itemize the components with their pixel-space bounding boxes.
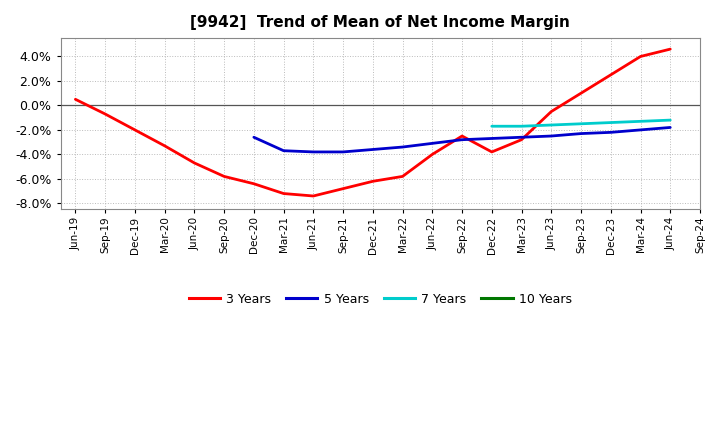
- 5 Years: [398, 144, 407, 150]
- 3 Years: [71, 97, 80, 102]
- 3 Years: [339, 186, 348, 191]
- 5 Years: [577, 131, 585, 136]
- 7 Years: [487, 124, 496, 129]
- 3 Years: [517, 137, 526, 142]
- 3 Years: [398, 174, 407, 179]
- 5 Years: [369, 147, 377, 152]
- Line: 7 Years: 7 Years: [492, 120, 670, 126]
- 3 Years: [101, 111, 109, 117]
- 3 Years: [190, 160, 199, 165]
- 5 Years: [279, 148, 288, 154]
- 5 Years: [458, 137, 467, 142]
- 5 Years: [547, 133, 556, 139]
- 3 Years: [577, 91, 585, 96]
- 5 Years: [339, 149, 348, 154]
- 3 Years: [428, 152, 436, 157]
- 7 Years: [547, 122, 556, 128]
- 7 Years: [666, 117, 675, 123]
- 3 Years: [369, 179, 377, 184]
- Title: [9942]  Trend of Mean of Net Income Margin: [9942] Trend of Mean of Net Income Margi…: [190, 15, 570, 30]
- 3 Years: [547, 109, 556, 114]
- 3 Years: [458, 133, 467, 139]
- Line: 5 Years: 5 Years: [254, 128, 670, 152]
- 3 Years: [161, 143, 169, 148]
- 5 Years: [606, 130, 615, 135]
- 7 Years: [577, 121, 585, 126]
- 3 Years: [487, 149, 496, 154]
- 7 Years: [606, 120, 615, 125]
- 5 Years: [309, 149, 318, 154]
- 5 Years: [517, 135, 526, 140]
- 3 Years: [250, 181, 258, 187]
- 5 Years: [250, 135, 258, 140]
- 3 Years: [666, 47, 675, 52]
- 7 Years: [636, 119, 645, 124]
- 3 Years: [220, 174, 228, 179]
- 3 Years: [279, 191, 288, 196]
- 5 Years: [487, 136, 496, 141]
- 3 Years: [309, 193, 318, 198]
- 5 Years: [428, 141, 436, 146]
- Legend: 3 Years, 5 Years, 7 Years, 10 Years: 3 Years, 5 Years, 7 Years, 10 Years: [184, 288, 577, 311]
- 5 Years: [636, 127, 645, 132]
- 3 Years: [636, 54, 645, 59]
- 3 Years: [606, 72, 615, 77]
- 7 Years: [517, 124, 526, 129]
- Line: 3 Years: 3 Years: [76, 49, 670, 196]
- 3 Years: [130, 127, 139, 132]
- 5 Years: [666, 125, 675, 130]
